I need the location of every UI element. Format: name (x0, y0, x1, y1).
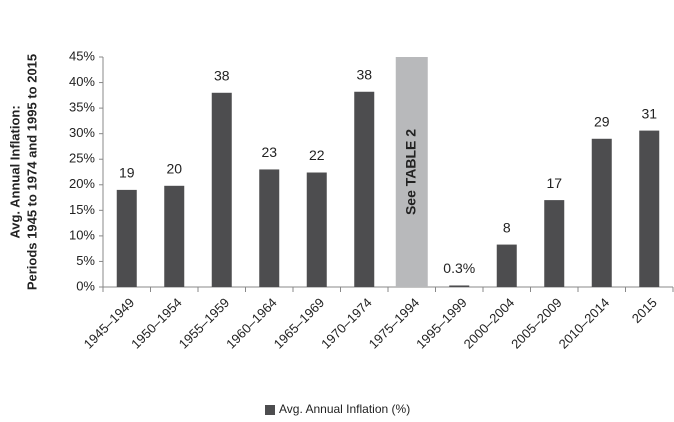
placeholder-label: See TABLE 2 (402, 129, 418, 215)
value-label: 19 (119, 165, 135, 181)
y-tick-label: 40% (69, 74, 95, 89)
x-tick-label: 1975–1994 (366, 295, 423, 352)
bar (164, 185, 185, 287)
y-tick-label: 10% (69, 227, 95, 242)
bar (259, 169, 280, 287)
bar (496, 244, 517, 287)
value-label: 29 (594, 113, 610, 129)
value-label: 8 (503, 219, 511, 235)
y-tick-label: 5% (76, 253, 95, 268)
value-label: 22 (309, 147, 325, 163)
value-label: 17 (546, 175, 562, 191)
x-tick-label: 1995–1999 (413, 295, 470, 352)
value-label: 23 (261, 144, 277, 160)
y-tick-label: 15% (69, 202, 95, 217)
x-tick-label: 2015 (629, 295, 660, 326)
value-label: 0.3% (443, 260, 475, 276)
value-label: 31 (641, 105, 657, 121)
value-label: 38 (356, 66, 372, 82)
legend-swatch (265, 405, 275, 415)
placeholder-bar (395, 57, 428, 287)
bar (544, 200, 565, 287)
x-tick-label: 1970–1974 (318, 295, 375, 352)
x-tick-label: 1955–1959 (176, 295, 233, 352)
value-label: 38 (214, 67, 230, 83)
x-tick-label: 2005–2009 (508, 295, 565, 352)
value-label: 20 (166, 161, 182, 177)
bar (591, 138, 612, 287)
x-tick-label: 2010–2014 (556, 295, 613, 352)
y-axis-title: Periods 1945 to 1974 and 1995 to 2015 (24, 54, 39, 290)
y-tick-label: 45% (69, 48, 95, 63)
legend-label: Avg. Annual Inflation (%) (279, 402, 410, 416)
x-tick-label: 2000–2004 (461, 295, 518, 352)
y-tick-label: 35% (69, 100, 95, 115)
y-tick-label: 25% (69, 151, 95, 166)
bar (639, 130, 660, 287)
y-tick-label: 20% (69, 176, 95, 191)
x-tick-label: 1950–1954 (128, 295, 185, 352)
y-tick-label: 0% (76, 278, 95, 293)
bar (354, 91, 375, 287)
y-tick-label: 30% (69, 125, 95, 140)
x-tick-label: 1945–1949 (81, 295, 138, 352)
x-tick-label: 1960–1964 (223, 295, 280, 352)
x-tick-label: 1965–1969 (271, 295, 328, 352)
bar (211, 92, 232, 288)
bar (306, 172, 327, 287)
bar (116, 189, 137, 287)
y-axis-title: Avg. Annual Inflation: (7, 105, 22, 238)
bar (449, 285, 470, 287)
